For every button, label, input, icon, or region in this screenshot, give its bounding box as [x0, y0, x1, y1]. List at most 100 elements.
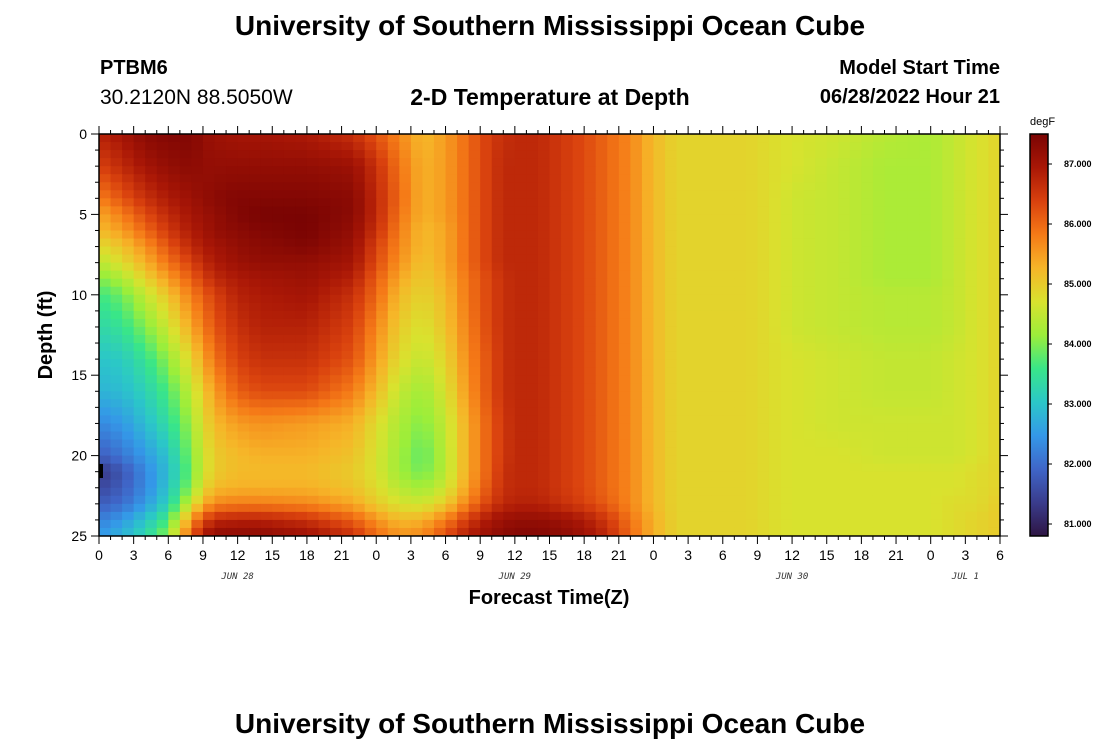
heatmap-cell: [295, 463, 308, 473]
heatmap-cell: [919, 326, 932, 336]
heatmap-cell: [757, 310, 770, 320]
heatmap-cell: [607, 495, 620, 505]
heatmap-cell: [433, 182, 447, 191]
heatmap-cell: [341, 447, 354, 457]
heatmap-cell: [514, 399, 527, 408]
heatmap-cell: [145, 367, 158, 376]
heatmap-cell: [387, 206, 400, 215]
heatmap-cell: [491, 335, 504, 344]
heatmap-cell: [722, 391, 735, 400]
heatmap-cell: [226, 310, 239, 320]
heatmap-cell: [907, 214, 920, 224]
heatmap-cell: [480, 383, 493, 392]
heatmap-cell: [237, 286, 250, 296]
heatmap-cell: [849, 383, 862, 392]
heatmap-cell: [942, 399, 955, 408]
heatmap-cell: [249, 367, 262, 376]
heatmap-cell: [283, 519, 296, 529]
heatmap-cell: [849, 463, 862, 473]
heatmap-cell: [410, 174, 424, 183]
heatmap-cell: [202, 447, 216, 457]
heatmap-cell: [896, 343, 909, 352]
heatmap-cell: [249, 439, 262, 449]
heatmap-cell: [896, 495, 909, 505]
heatmap-cell: [768, 174, 782, 183]
heatmap-cell: [468, 439, 481, 449]
heatmap-cell: [353, 447, 366, 457]
heatmap-cell: [272, 310, 285, 320]
heatmap-cell: [584, 503, 597, 513]
heatmap-cell: [237, 511, 250, 521]
heatmap-cell: [179, 326, 193, 336]
heatmap-cell: [734, 391, 747, 400]
heatmap-cell: [572, 495, 585, 505]
heatmap-cell: [815, 351, 828, 360]
heatmap-cell: [572, 278, 585, 288]
heatmap-cell: [872, 471, 886, 481]
heatmap-cell: [641, 286, 655, 296]
heatmap-cell: [214, 254, 227, 264]
heatmap-cell: [202, 399, 216, 408]
heatmap-cell: [688, 222, 701, 232]
heatmap-cell: [607, 302, 620, 312]
heatmap-cell: [399, 335, 412, 344]
heatmap-cell: [283, 343, 296, 352]
heatmap-cell: [237, 278, 250, 288]
heatmap-cell: [179, 407, 193, 416]
heatmap-cell: [410, 182, 424, 191]
heatmap-cell: [711, 294, 724, 304]
heatmap-cell: [145, 511, 158, 521]
heatmap-cell: [942, 214, 955, 224]
heatmap-cell: [249, 351, 262, 360]
heatmap-cell: [849, 278, 862, 288]
heatmap-cell: [757, 431, 770, 441]
heatmap-cell: [768, 511, 782, 521]
heatmap-cell: [838, 214, 851, 224]
heatmap-cell: [815, 431, 828, 441]
heatmap-cell: [641, 206, 655, 215]
heatmap-cell: [110, 335, 123, 344]
heatmap-cell: [896, 527, 909, 536]
heatmap-cell: [942, 495, 955, 505]
heatmap-cell: [445, 463, 458, 473]
heatmap-cell: [422, 495, 435, 505]
heatmap-cell: [792, 367, 805, 376]
heatmap-cell: [145, 302, 158, 312]
heatmap-cell: [884, 423, 897, 433]
heatmap-cell: [653, 310, 666, 320]
heatmap-cell: [757, 246, 770, 256]
heatmap-cell: [191, 310, 204, 320]
heatmap-cell: [168, 359, 181, 368]
heatmap-cell: [376, 254, 389, 264]
heatmap-cell: [561, 527, 574, 536]
heatmap-cell: [676, 527, 689, 536]
heatmap-cell: [896, 359, 909, 368]
heatmap-cell: [572, 455, 585, 465]
heatmap-cell: [133, 367, 146, 376]
x-tick-label: 6: [719, 547, 727, 563]
heatmap-cell: [537, 214, 551, 224]
heatmap-cell: [861, 222, 874, 232]
heatmap-cell: [410, 527, 424, 536]
heatmap-cell: [872, 278, 886, 288]
heatmap-cell: [145, 254, 158, 264]
heatmap-cell: [283, 310, 296, 320]
heatmap-cell: [768, 519, 782, 529]
heatmap-cell: [745, 407, 759, 416]
heatmap-cell: [884, 214, 897, 224]
heatmap-cell: [468, 527, 481, 536]
heatmap-cell: [838, 238, 851, 248]
heatmap-cell: [179, 463, 193, 473]
heatmap-cell: [838, 383, 851, 392]
heatmap-cell: [584, 431, 597, 441]
heatmap-cell: [422, 351, 435, 360]
heatmap-cell: [607, 527, 620, 536]
heatmap-cell: [110, 487, 123, 497]
heatmap-cell: [202, 206, 216, 215]
heatmap-cell: [122, 423, 135, 433]
heatmap-cell: [480, 222, 493, 232]
heatmap-cell: [549, 527, 562, 536]
heatmap-cell: [896, 294, 909, 304]
heatmap-cell: [410, 206, 424, 215]
heatmap-cell: [988, 150, 1000, 159]
